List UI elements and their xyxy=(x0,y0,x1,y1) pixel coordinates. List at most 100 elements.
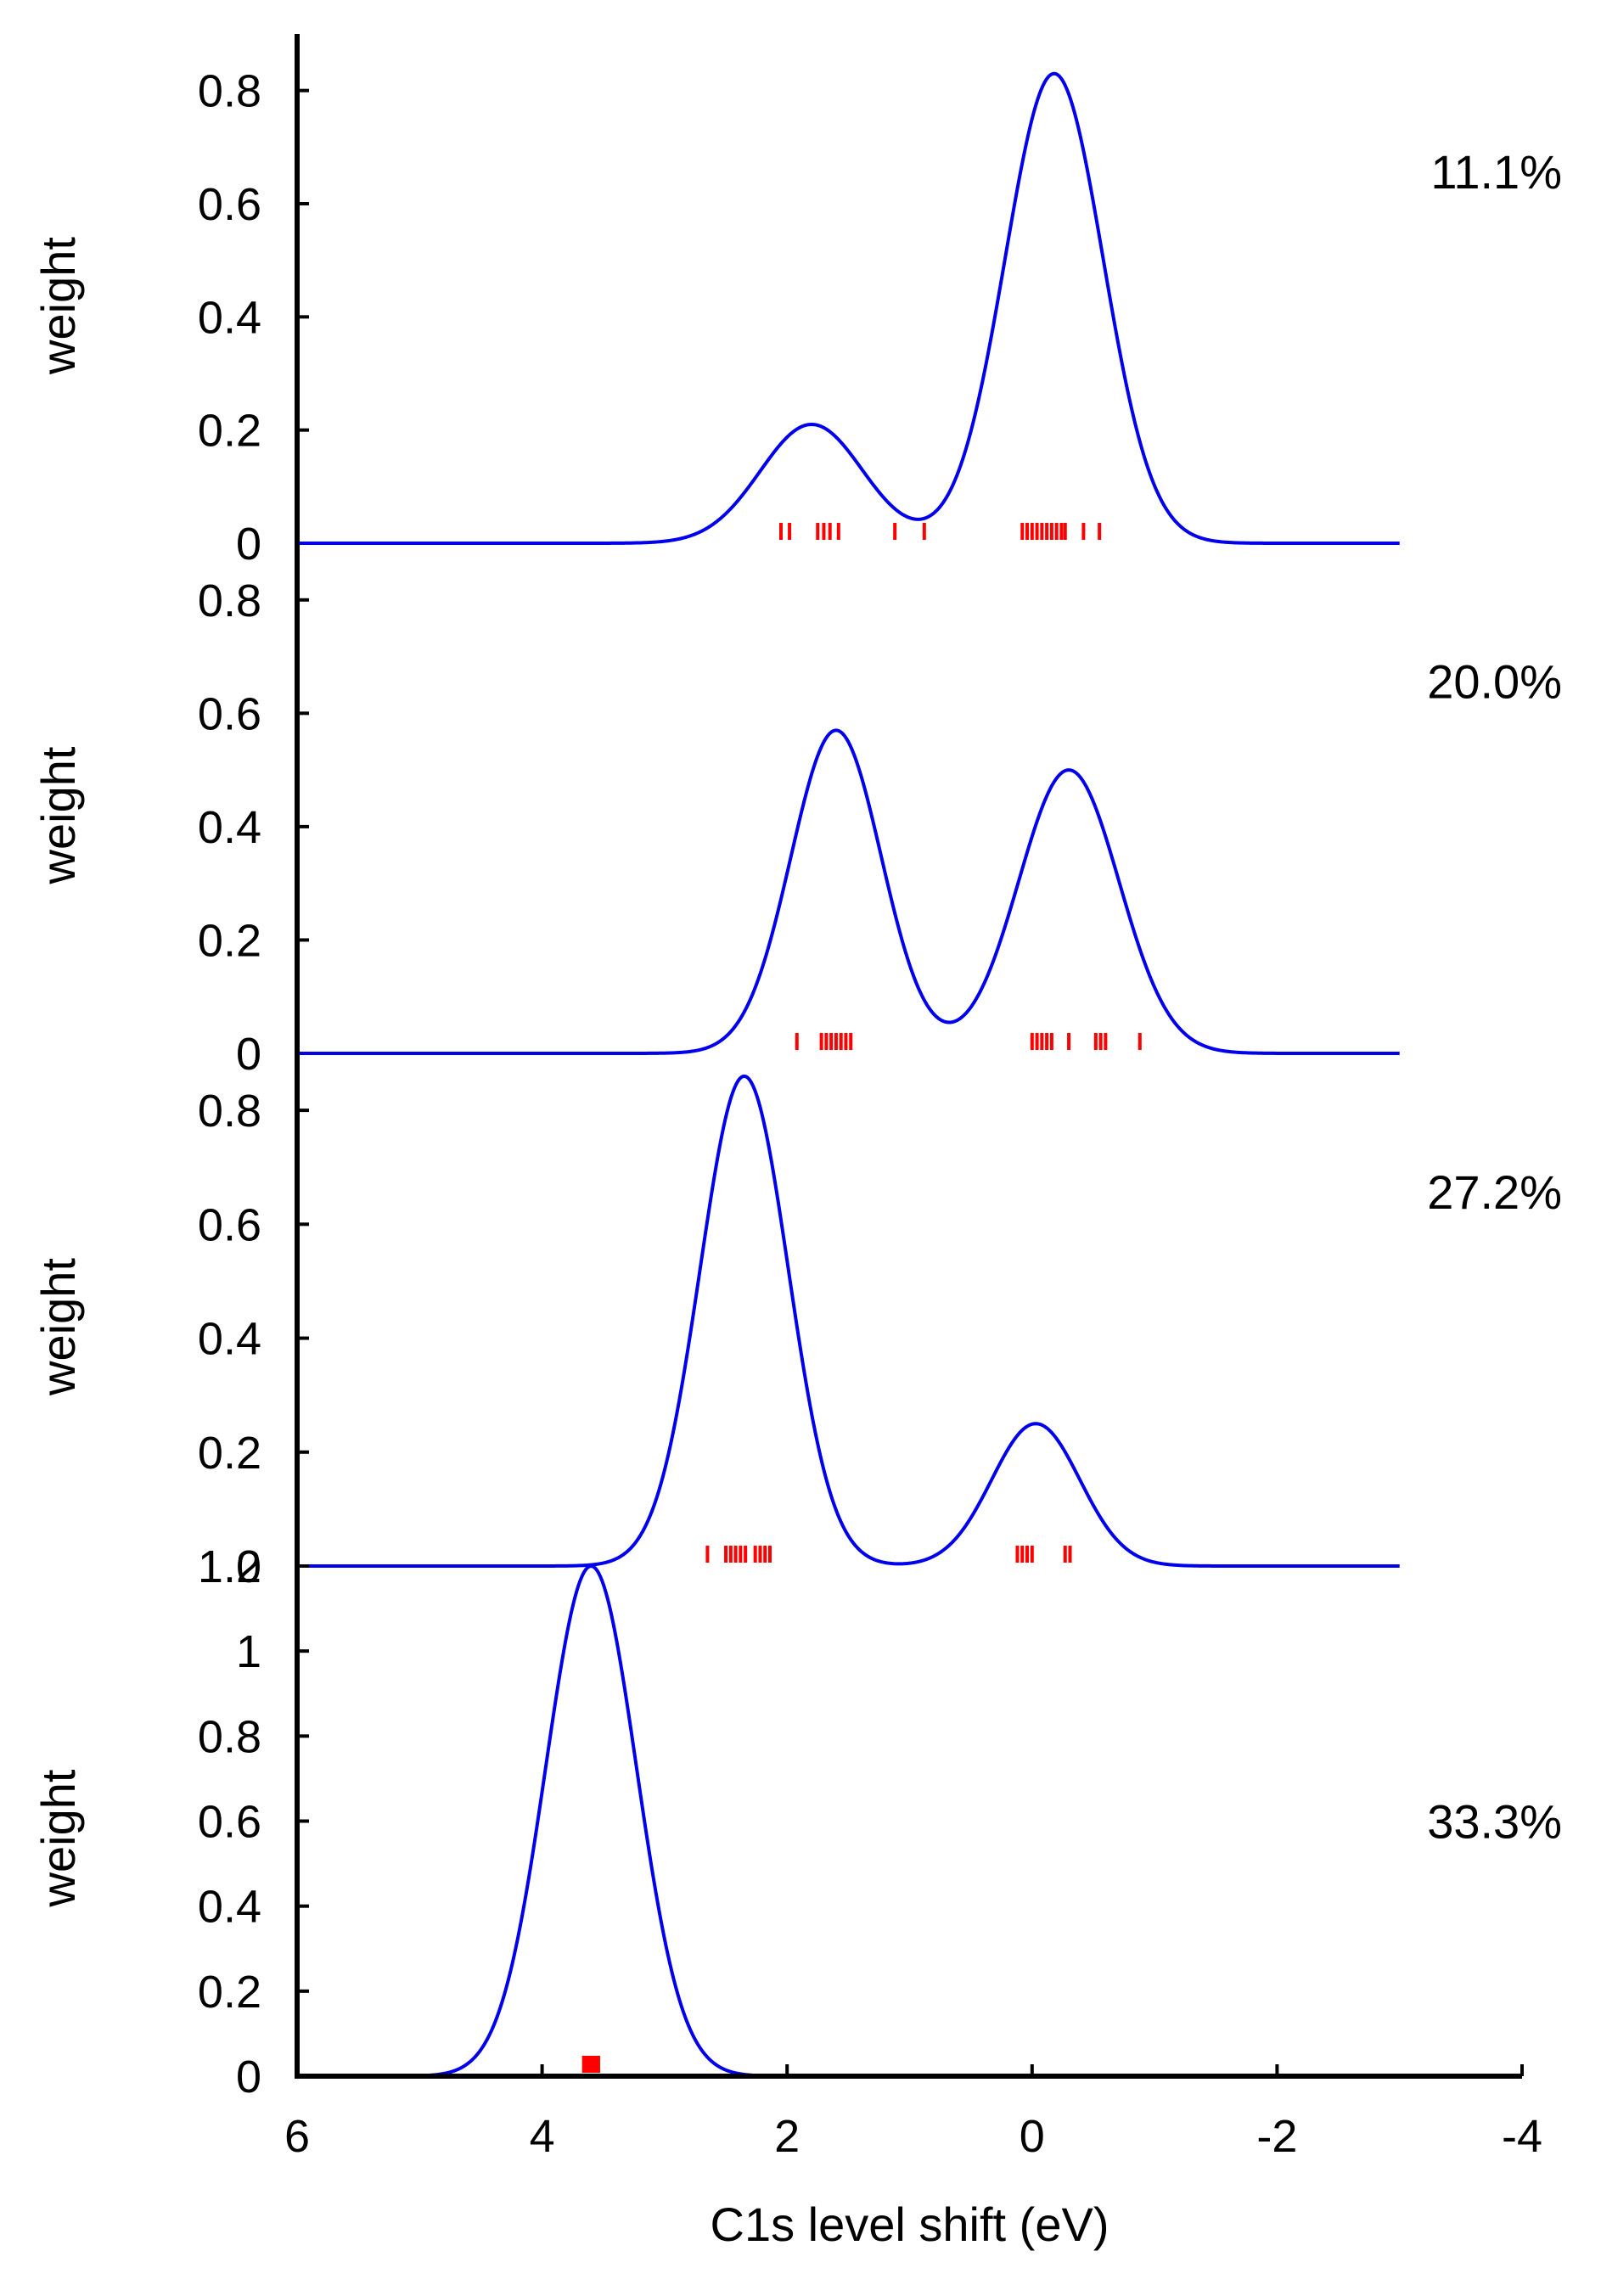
weight-curve xyxy=(297,71,1400,545)
x-ticks: 6 4 2 0 -2 -4 xyxy=(284,2064,1542,2162)
level-marker xyxy=(594,2056,598,2073)
level-marker xyxy=(849,1033,853,1050)
y-tick-label: 0.4 xyxy=(198,1314,261,1365)
level-marker xyxy=(1138,1033,1142,1050)
y-axis-title: weight xyxy=(31,746,85,884)
level-marker xyxy=(822,523,826,540)
y-tick-label: 0.6 xyxy=(198,179,261,230)
level-marker xyxy=(1054,523,1059,540)
y-tick-label: 0.8 xyxy=(198,1711,261,1762)
y-axis-title: weight xyxy=(31,237,85,375)
level-marker xyxy=(1045,523,1049,540)
level-marker xyxy=(1049,523,1053,540)
level-marker xyxy=(893,523,897,540)
level-marker xyxy=(1040,523,1044,540)
y-axis-title: weight xyxy=(31,1769,85,1907)
y-tick-label: 0.2 xyxy=(198,1967,261,2018)
level-marker xyxy=(829,1033,834,1050)
level-marker xyxy=(1104,1033,1108,1050)
level-marker xyxy=(828,523,832,540)
weight-curve xyxy=(297,728,1400,1055)
level-marker xyxy=(1063,1546,1067,1563)
percentage-label: 20.0% xyxy=(1427,654,1562,708)
y-tick-label: 1.2 xyxy=(198,1541,261,1592)
y-tick-label: 0.6 xyxy=(198,1797,261,1848)
x-tick-label: -2 xyxy=(1256,2111,1297,2162)
level-marker xyxy=(922,523,926,540)
level-marker xyxy=(589,2056,593,2073)
y-tick-label: 0.6 xyxy=(198,688,261,739)
level-marker xyxy=(1098,1033,1103,1050)
level-marker xyxy=(767,1546,772,1563)
y-tick-label: 1 xyxy=(236,1626,261,1677)
percentage-label: 11.1% xyxy=(1430,145,1562,199)
level-marker xyxy=(1015,1546,1020,1563)
level-marker xyxy=(1040,1033,1044,1050)
level-marker xyxy=(592,2056,596,2073)
level-marker xyxy=(1020,1546,1025,1563)
level-marker xyxy=(596,2056,600,2073)
level-marker xyxy=(844,1033,848,1050)
level-marker xyxy=(1030,1033,1034,1050)
y-tick-label: 0.2 xyxy=(198,1428,261,1479)
x-axis-title: C1s level shift (eV) xyxy=(711,2198,1109,2251)
level-marker xyxy=(705,1546,710,1563)
y-tick-label: 0.4 xyxy=(198,292,261,343)
level-marker xyxy=(744,1546,748,1563)
level-marker xyxy=(1063,523,1067,540)
level-marker xyxy=(1030,523,1034,540)
level-marker xyxy=(1081,523,1086,540)
x-tick-label: 2 xyxy=(774,2111,800,2162)
panel-1: 0 0.2 0.4 0.6 0.8 weight 11.1% xyxy=(31,66,1562,570)
level-marker xyxy=(1049,1033,1053,1050)
weight-curve xyxy=(297,1074,1400,1568)
level-marker xyxy=(581,2056,586,2073)
x-tick-label: 6 xyxy=(284,2111,310,2162)
level-marker xyxy=(1093,1033,1098,1050)
level-marker xyxy=(839,1033,843,1050)
level-marker xyxy=(1035,523,1039,540)
level-marker xyxy=(1067,1033,1071,1050)
level-marker xyxy=(728,1546,733,1563)
y-tick-label: 0.6 xyxy=(198,1199,261,1250)
level-marker xyxy=(824,1033,829,1050)
level-marker xyxy=(836,523,840,540)
panels: 0 0.2 0.4 0.6 0.8 weight 11.1% 0 0.2 0.4 0.6 0.8 wei… xyxy=(31,66,1562,2102)
level-marker xyxy=(753,1546,757,1563)
x-tick-label: -4 xyxy=(1502,2111,1542,2162)
level-marker xyxy=(584,2056,588,2073)
y-tick-label: 0.8 xyxy=(198,1086,261,1137)
level-marker xyxy=(724,1546,728,1563)
y-tick-label: 0.4 xyxy=(198,1882,261,1933)
level-marker xyxy=(1098,523,1102,540)
level-marker xyxy=(733,1546,738,1563)
y-tick-label: 0.8 xyxy=(198,66,261,117)
percentage-label: 27.2% xyxy=(1427,1165,1562,1219)
level-marker xyxy=(1045,1033,1049,1050)
y-tick-label: 0 xyxy=(236,1029,261,1080)
level-marker xyxy=(788,523,792,540)
level-marker xyxy=(763,1546,767,1563)
y-tick-label: 0.4 xyxy=(198,802,261,853)
level-marker xyxy=(1059,523,1064,540)
level-marker xyxy=(816,523,820,540)
y-tick-label: 0 xyxy=(236,1541,261,1592)
y-axis-title: weight xyxy=(31,1258,85,1396)
level-marker xyxy=(1035,1033,1039,1050)
level-marker xyxy=(1025,523,1030,540)
y-tick-label: 0.2 xyxy=(198,915,261,966)
level-marker xyxy=(587,2056,591,2073)
level-marker xyxy=(1030,1546,1034,1563)
level-marker xyxy=(1025,1546,1030,1563)
y-tick-label: 0.2 xyxy=(198,406,261,457)
level-marker xyxy=(758,1546,762,1563)
y-tick-label: 0 xyxy=(236,519,261,570)
axes: 6 4 2 0 -2 -4 C1s level shift (eV) xyxy=(284,34,1542,2251)
y-tick-label: 0.8 xyxy=(198,575,261,626)
panel-2: 0 0.2 0.4 0.6 0.8 weight 20.0% xyxy=(31,575,1562,1080)
percentage-label: 33.3% xyxy=(1427,1795,1562,1849)
level-marker xyxy=(1020,523,1025,540)
level-marker xyxy=(739,1546,743,1563)
x-tick-label: 0 xyxy=(1020,2111,1045,2162)
